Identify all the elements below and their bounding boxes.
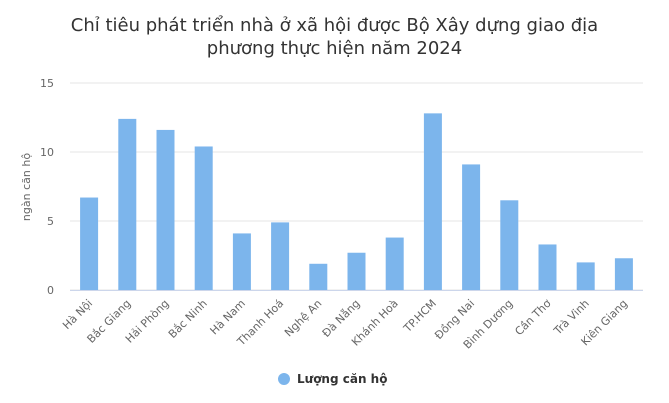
legend-marker xyxy=(278,373,290,385)
x-tick-label: TP.HCM xyxy=(400,297,439,336)
bar xyxy=(423,113,442,290)
x-tick-label: Bắc Ninh xyxy=(166,297,210,341)
y-tick-label: 0 xyxy=(47,284,54,297)
bar xyxy=(576,262,595,290)
x-tick-label: Cần Thơ xyxy=(512,297,553,338)
bar xyxy=(194,146,213,290)
chart-title: Chỉ tiêu phát triển nhà ở xã hội được Bộ… xyxy=(70,15,599,59)
x-tick-label: Nghệ An xyxy=(282,297,324,339)
bar xyxy=(156,129,175,290)
bar xyxy=(80,197,99,290)
bar xyxy=(347,252,366,290)
y-tick-label: 15 xyxy=(40,77,54,90)
bar xyxy=(232,233,251,290)
x-tick-label: Hà Nội xyxy=(60,297,95,332)
bar xyxy=(271,222,290,290)
bar xyxy=(614,258,633,290)
bar xyxy=(462,164,481,290)
bar xyxy=(118,118,137,290)
bar xyxy=(500,200,519,290)
y-tick-label: 5 xyxy=(47,215,54,228)
bar xyxy=(538,244,557,290)
legend-label: Lượng căn hộ xyxy=(297,372,387,386)
y-axis-label: ngàn căn hộ xyxy=(20,153,33,221)
y-tick-label: 10 xyxy=(40,146,54,159)
bar xyxy=(385,237,404,290)
bar xyxy=(309,263,328,290)
